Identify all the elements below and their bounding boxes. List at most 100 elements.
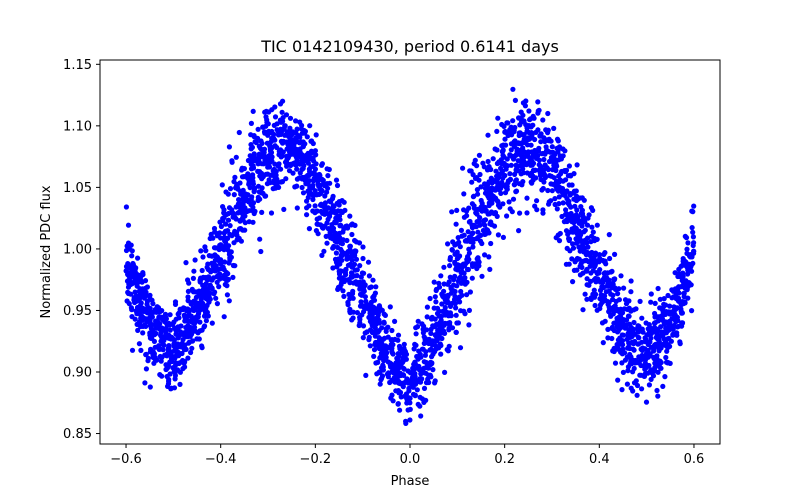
data-point: [618, 319, 624, 325]
data-point: [522, 140, 528, 146]
data-point: [210, 235, 216, 241]
data-point: [690, 234, 697, 240]
data-point: [287, 115, 294, 121]
data-point: [628, 357, 634, 363]
data-point: [458, 227, 464, 233]
data-point: [218, 261, 224, 267]
data-point: [524, 195, 530, 201]
data-point: [576, 256, 582, 262]
data-point: [681, 294, 687, 300]
data-point: [651, 320, 658, 326]
data-point: [250, 108, 256, 114]
data-point: [556, 238, 563, 244]
data-point: [129, 314, 135, 320]
data-point: [340, 288, 346, 294]
data-point: [345, 302, 351, 308]
data-point: [385, 334, 391, 340]
data-point: [379, 373, 386, 379]
data-point: [631, 319, 637, 326]
data-point: [475, 257, 481, 264]
data-point: [602, 259, 608, 265]
data-point: [258, 138, 264, 144]
data-point: [361, 289, 367, 295]
x-tick-label: −0.6: [110, 452, 142, 467]
data-point: [583, 268, 589, 274]
data-point: [453, 221, 459, 227]
data-point: [385, 370, 392, 376]
data-point: [609, 335, 615, 342]
data-point: [227, 186, 234, 192]
data-point: [201, 313, 208, 319]
data-point: [258, 248, 264, 255]
data-point: [620, 332, 627, 338]
data-point: [270, 168, 276, 174]
data-point: [170, 365, 176, 371]
data-point: [528, 162, 534, 168]
data-point: [546, 201, 552, 207]
data-point: [606, 277, 612, 283]
data-point: [460, 165, 466, 171]
data-point: [304, 205, 310, 211]
data-point: [335, 284, 342, 290]
data-point: [653, 334, 659, 341]
y-tick-label: 0.90: [63, 366, 92, 381]
data-point: [433, 346, 439, 352]
data-point: [625, 368, 631, 374]
data-point: [637, 298, 643, 304]
data-point: [376, 338, 383, 344]
data-point: [267, 140, 273, 146]
data-point: [565, 173, 572, 179]
data-point: [226, 210, 232, 217]
data-point: [307, 123, 313, 129]
data-point: [601, 298, 607, 304]
data-point: [187, 333, 193, 339]
data-point: [315, 178, 321, 184]
data-point: [395, 401, 401, 407]
data-point: [532, 203, 538, 209]
data-point: [442, 369, 448, 375]
data-point: [674, 314, 681, 320]
data-point: [663, 354, 669, 361]
data-point: [167, 312, 173, 318]
data-point: [551, 175, 557, 181]
data-point: [182, 358, 188, 365]
data-point: [309, 185, 316, 191]
data-point: [135, 255, 141, 261]
data-point: [403, 392, 409, 398]
data-point: [330, 265, 336, 271]
data-point: [389, 327, 395, 334]
data-point: [619, 360, 625, 366]
data-point: [142, 285, 148, 291]
data-point: [555, 232, 561, 238]
data-point: [354, 273, 360, 279]
data-point: [315, 231, 321, 237]
data-point: [265, 164, 271, 170]
data-point: [591, 277, 597, 283]
data-point: [265, 132, 271, 138]
data-point: [336, 199, 342, 205]
data-point: [618, 273, 624, 279]
data-point: [239, 167, 245, 173]
data-point: [597, 287, 604, 293]
data-point: [445, 300, 451, 306]
data-point: [600, 340, 606, 346]
data-point: [321, 181, 327, 187]
data-point: [534, 198, 540, 204]
data-point: [414, 387, 420, 393]
data-point: [690, 242, 696, 249]
data-point: [549, 144, 555, 150]
data-point: [334, 263, 340, 269]
data-point: [157, 353, 163, 360]
data-point: [543, 144, 549, 150]
data-point: [418, 413, 424, 419]
data-point: [585, 244, 591, 250]
data-point: [574, 231, 580, 237]
data-point: [504, 213, 510, 219]
data-point: [236, 129, 242, 136]
data-point: [162, 311, 169, 317]
data-point: [628, 385, 634, 391]
data-point: [205, 261, 211, 267]
data-point: [591, 294, 598, 300]
data-point: [564, 217, 570, 223]
data-point: [620, 369, 627, 375]
